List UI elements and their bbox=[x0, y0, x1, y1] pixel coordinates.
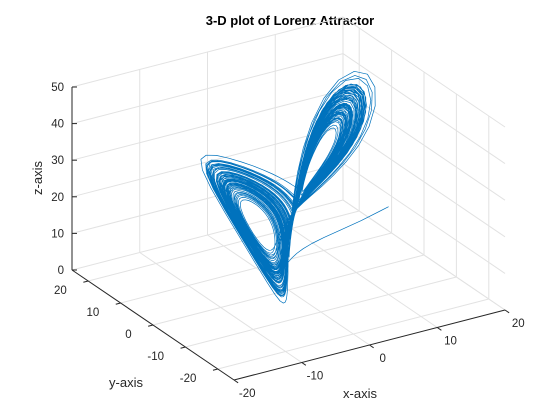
floor-grid-line bbox=[88, 210, 360, 282]
y-tick-mark bbox=[212, 368, 218, 371]
z-tick-label: 10 bbox=[51, 228, 64, 240]
axis-ticks: -20 -10 0 10 20 -20 -10 0 10 20 0 10 20 30 40 50 bbox=[51, 82, 524, 400]
y-tick-mark bbox=[180, 346, 186, 349]
z-tick-label: 50 bbox=[51, 82, 64, 94]
back-wall-grid-line bbox=[71, 199, 344, 271]
x-tick-mark bbox=[233, 379, 239, 384]
x-tick-mark bbox=[369, 344, 374, 349]
floor-grid-line bbox=[152, 254, 425, 326]
y-tick-label: 0 bbox=[125, 329, 131, 341]
y-tick-label: -10 bbox=[147, 351, 164, 363]
z-tick-label: 20 bbox=[51, 192, 64, 204]
right-wall-grid-line bbox=[342, 16, 506, 128]
y-tick-mark bbox=[83, 280, 89, 283]
lorenz-trajectory bbox=[200, 70, 389, 304]
x-tick-mark bbox=[436, 327, 442, 331]
y-tick-label: 20 bbox=[54, 285, 67, 297]
z-tick-label: 40 bbox=[51, 119, 64, 131]
x-tick-label: 0 bbox=[380, 353, 386, 365]
right-wall-grid-line bbox=[342, 53, 506, 165]
right-wall-grid-line bbox=[342, 89, 506, 201]
right-wall-grid-line bbox=[342, 126, 506, 238]
x-tick-label: -10 bbox=[307, 370, 324, 382]
back-wall-grid-line bbox=[71, 16, 344, 88]
y-axis-label: y-axis bbox=[109, 375, 143, 390]
y-tick-mark bbox=[115, 302, 121, 305]
right-wall-grid-line bbox=[342, 162, 506, 274]
x-axis-label: x-axis bbox=[343, 386, 377, 401]
x-tick-label: -20 bbox=[239, 388, 256, 400]
x-tick-label: 20 bbox=[512, 318, 525, 330]
floor-grid-line bbox=[217, 298, 489, 370]
chart-title: 3-D plot of Lorenz Attractor bbox=[206, 13, 375, 28]
back-wall-grid-line bbox=[71, 126, 344, 198]
back-wall-grid-line bbox=[71, 53, 344, 125]
z-tick-label: 0 bbox=[58, 265, 64, 277]
x-tick-label: 10 bbox=[444, 335, 457, 347]
floor-grid-line bbox=[185, 276, 457, 348]
y-tick-label: 10 bbox=[86, 307, 99, 319]
back-wall-grid-line bbox=[71, 89, 344, 161]
x-tick-mark bbox=[504, 309, 510, 314]
floor-grid-line bbox=[120, 232, 392, 304]
x-tick-mark bbox=[301, 362, 307, 366]
z-tick-label: 30 bbox=[51, 155, 64, 167]
right-wall-grid-line bbox=[342, 199, 506, 311]
y-tick-mark bbox=[148, 324, 154, 327]
y-tick-label: -20 bbox=[180, 373, 197, 385]
z-axis-label: z-axis bbox=[30, 161, 45, 195]
